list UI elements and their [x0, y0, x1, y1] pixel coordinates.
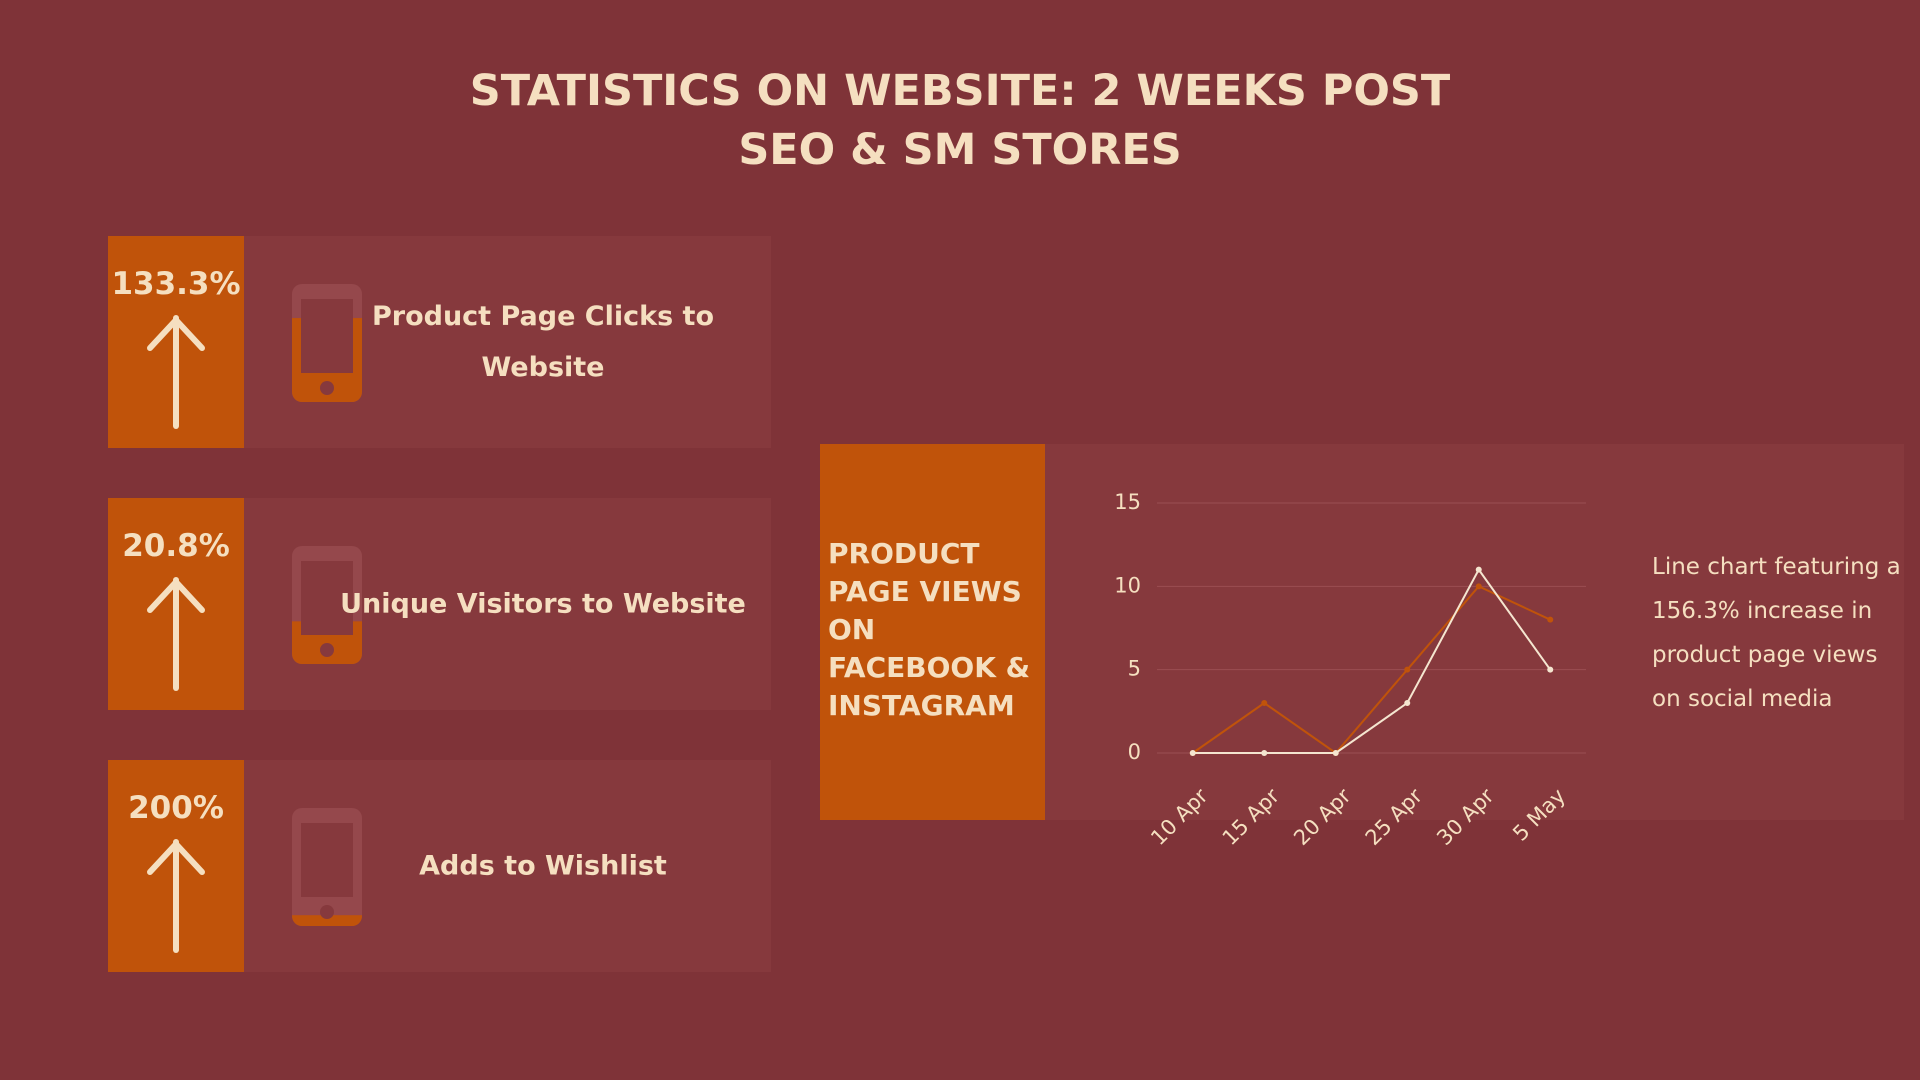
series-line [1192, 567, 1552, 754]
stat-card: 133.3% Product Page Clicks to Website [108, 236, 771, 448]
stat-label: Unique Visitors to Website [340, 588, 746, 620]
data-point [1332, 750, 1339, 756]
x-tick-label: 5 May [1508, 784, 1570, 846]
data-point [1547, 616, 1554, 623]
data-point [1189, 750, 1196, 756]
x-tick-label: 25 Apr [1361, 784, 1428, 851]
data-point [1547, 666, 1554, 673]
stat-value: 133.3% [111, 266, 241, 302]
data-point [1404, 666, 1411, 673]
page-title: STATISTICS ON WEBSITE: 2 WEEKS POST SEO … [469, 66, 1451, 175]
x-tick-label: 30 Apr [1432, 784, 1499, 851]
x-tick-label: 20 Apr [1289, 784, 1356, 851]
stat-card: 20.8% Unique Visitors to Website [108, 498, 771, 710]
y-tick-label: 0 [1128, 740, 1141, 764]
series-line [1192, 585, 1551, 755]
data-point [1261, 700, 1268, 706]
stat-value: 20.8% [122, 528, 230, 564]
phone-icon [292, 808, 362, 926]
chart-title: PRODUCT PAGE VIEWS ON FACEBOOK & INSTAGR… [828, 537, 1031, 722]
up-arrow [147, 577, 205, 691]
x-tick-label: 10 Apr [1146, 784, 1213, 851]
stat-value: 200% [128, 790, 224, 826]
chart-annotation: Line chart featuring a 156.3% increase i… [1652, 554, 1901, 712]
y-tick-label: 5 [1128, 657, 1141, 681]
up-arrow [147, 315, 205, 429]
up-arrow [147, 839, 205, 953]
phone-icon [292, 546, 362, 664]
x-tick-label: 15 Apr [1218, 784, 1285, 851]
chart-title-box [820, 444, 1045, 820]
stat-label: Adds to Wishlist [419, 850, 667, 882]
stat-card: 200% Adds to Wishlist [108, 760, 771, 972]
data-point [1475, 583, 1482, 590]
y-tick-label: 15 [1114, 490, 1141, 514]
y-tick-label: 10 [1114, 573, 1141, 597]
data-point [1404, 700, 1411, 706]
phone-icon [292, 284, 362, 402]
data-point [1261, 750, 1268, 756]
data-point [1475, 566, 1482, 573]
stat-label: Product Page Clicks to Website [371, 301, 715, 383]
